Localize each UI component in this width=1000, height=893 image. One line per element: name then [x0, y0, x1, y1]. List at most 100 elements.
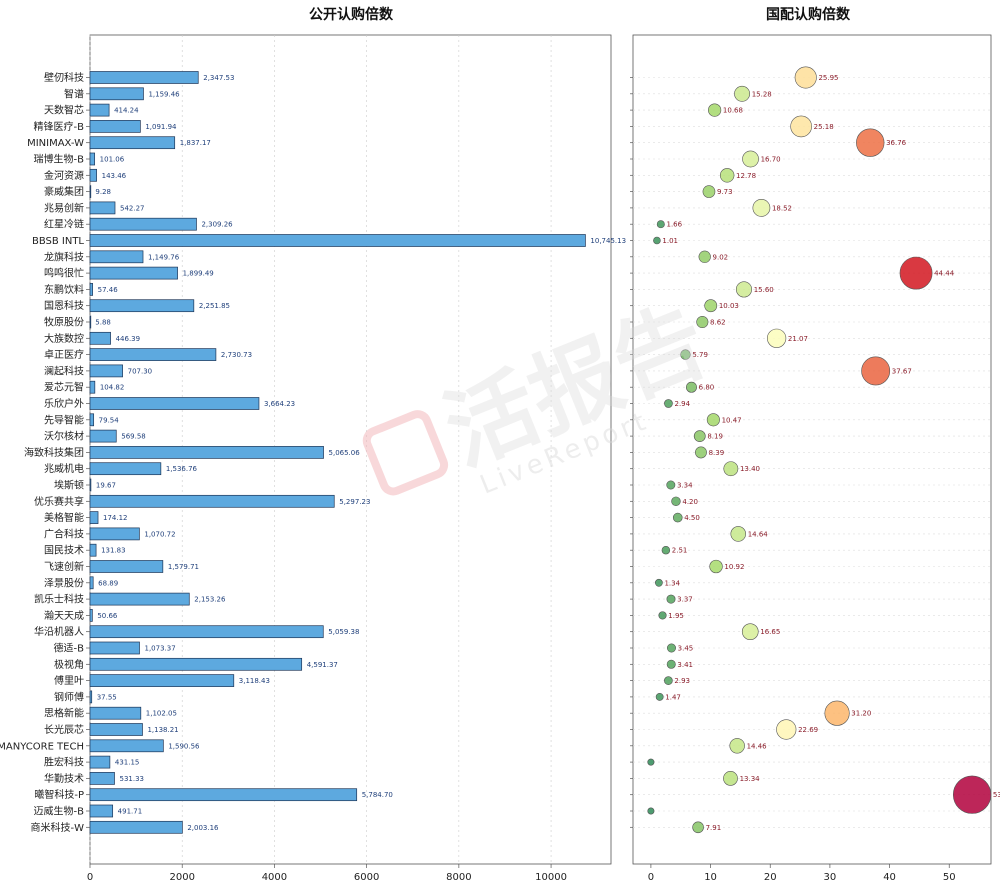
bubble-value-label: 16.70: [761, 156, 781, 164]
bar-value-label: 4,591.37: [307, 661, 338, 669]
bubble-value-label: 1.34: [664, 579, 680, 587]
watermark-logo-icon: [362, 410, 449, 496]
bubble: [656, 220, 665, 229]
bubble: [709, 559, 723, 574]
bubble-value-label: 8.62: [710, 319, 726, 327]
bubble: [653, 236, 661, 245]
bar-value-label: 174.12: [103, 514, 128, 522]
category-label: 泽景股份: [44, 577, 84, 589]
category-label: 埃斯顿: [54, 479, 84, 492]
bubble: [861, 356, 891, 386]
right-xtick-label: 10: [704, 872, 717, 883]
right-xtick-label: 0: [648, 872, 654, 883]
bubble: [671, 496, 681, 507]
bar: [89, 478, 92, 492]
bubble-value-label: 25.18: [814, 123, 834, 131]
bar-value-label: 707.30: [128, 367, 152, 375]
bubble: [824, 700, 850, 726]
bar: [89, 87, 144, 101]
bar-value-label: 1,149.76: [148, 253, 180, 261]
bubble: [666, 643, 676, 653]
bar-value-label: 5,297.23: [339, 498, 370, 506]
bar-value-label: 431.15: [115, 759, 140, 767]
bubble-value-label: 3.37: [677, 596, 693, 604]
bar: [89, 266, 178, 280]
bar-value-label: 5.88: [95, 319, 111, 327]
bar: [89, 723, 143, 736]
bar: [89, 690, 93, 704]
bar-value-label: 104.82: [100, 384, 125, 392]
bar-value-label: 1,091.94: [145, 123, 177, 131]
bar-value-label: 414.24: [114, 107, 139, 115]
category-label: 豪威集团: [44, 185, 84, 198]
bubble-value-label: 4.20: [682, 498, 698, 506]
bubble-value-label: 53.83: [993, 791, 1000, 799]
bubble: [680, 349, 691, 360]
bar: [89, 364, 123, 378]
category-label: 红星冷链: [44, 218, 84, 231]
category-label: 瑞博生物-B: [34, 153, 85, 166]
bar: [89, 560, 164, 573]
bar: [89, 576, 94, 590]
bubble-value-label: 36.76: [886, 139, 907, 147]
right-chart-title: 国配认购倍数: [766, 6, 851, 23]
bubble-value-label: 1.95: [668, 612, 684, 620]
bubble: [723, 461, 739, 477]
bubble-value-label: 9.02: [713, 253, 729, 261]
category-label: 爱芯元智: [44, 381, 84, 394]
bar: [89, 657, 303, 671]
bubble: [696, 316, 709, 328]
bubble-value-label: 6.80: [699, 384, 715, 392]
bar: [89, 331, 111, 345]
bubble: [730, 526, 746, 542]
bubble-value-label: 1.47: [665, 693, 681, 701]
category-label: 迈威生物-B: [34, 805, 85, 818]
category-label: 胜宏科技: [44, 756, 84, 769]
left-xtick-label: 2000: [169, 872, 194, 883]
category-label: 商米科技-W: [31, 821, 85, 834]
category-label: 华勤技术: [44, 772, 84, 785]
category-label: 思格新能: [44, 707, 84, 720]
bar-value-label: 2,730.73: [221, 351, 252, 359]
right-xtick-label: 40: [883, 872, 896, 883]
bubble-value-label: 10.68: [723, 107, 743, 115]
category-label: MANYCORE TECH: [0, 741, 84, 752]
bubble-value-label: 3.41: [677, 661, 693, 669]
bar-value-label: 101.06: [100, 156, 125, 164]
category-label: 乐欣户外: [44, 397, 84, 410]
category-label: 国恩科技: [44, 299, 84, 312]
left-xtick-label: 6000: [354, 872, 379, 883]
category-label: 极视角: [54, 658, 84, 671]
bubble: [693, 430, 706, 442]
bar: [89, 217, 197, 231]
bubble-value-label: 18.52: [772, 204, 792, 212]
bubble: [708, 103, 722, 117]
bar-value-label: 37.55: [97, 693, 117, 701]
bar-value-label: 5,059.38: [328, 628, 359, 636]
bar-value-label: 446.39: [116, 335, 141, 343]
bubble: [729, 738, 745, 754]
bar-value-label: 1,899.49: [183, 270, 214, 278]
bubble: [698, 250, 711, 263]
bubble: [706, 413, 720, 427]
bubble-value-label: 7.91: [706, 824, 722, 832]
left-xtick-label: 4000: [262, 872, 287, 883]
bar: [89, 625, 324, 639]
bubble-value-label: 31.20: [851, 710, 871, 718]
bar: [89, 185, 92, 198]
bar-value-label: 68.89: [98, 579, 118, 587]
bar-value-label: 5,784.70: [362, 791, 393, 799]
left-xtick-label: 0: [87, 872, 93, 883]
bar: [89, 641, 140, 655]
bar-value-label: 2,347.53: [203, 74, 234, 82]
bubble: [686, 381, 697, 393]
category-label: 卓正医疗: [44, 348, 84, 361]
bubble-value-label: 15.60: [754, 286, 774, 294]
category-label: 牧原股份: [44, 316, 84, 329]
category-label: 海致科技集团: [24, 446, 84, 459]
bar-value-label: 1,579.71: [168, 563, 199, 571]
bubble-value-label: 10.47: [722, 416, 742, 424]
